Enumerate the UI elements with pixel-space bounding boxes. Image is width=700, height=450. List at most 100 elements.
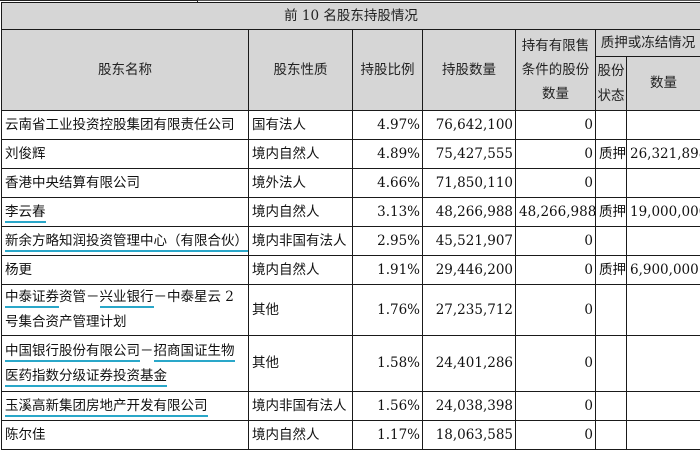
table-row: 陈尔佳 境内自然人 1.17% 18,063,585 0	[2, 421, 700, 450]
restricted-shares: 0	[516, 285, 596, 336]
shareholder-nature: 境内自然人	[249, 140, 353, 169]
shareholder-nature: 境外法人	[249, 169, 353, 198]
header-pledge-amount: 数量	[627, 57, 700, 111]
pledge-amount: 26,321,898	[627, 140, 700, 169]
shareholder-name: 陈尔佳	[2, 421, 249, 450]
share-count: 29,446,200	[423, 256, 516, 285]
share-status: 质押	[596, 256, 627, 285]
top-border-left	[0, 0, 197, 1]
share-count: 24,401,286	[423, 336, 516, 392]
pledge-amount	[627, 392, 700, 421]
shareholder-nature: 境内非国有法人	[249, 227, 353, 256]
shareholder-name-text: －	[140, 343, 154, 359]
share-status: 质押	[596, 198, 627, 227]
shareholder-name-link[interactable]: 玉溪高新集团房地产开发有限公司	[5, 398, 208, 417]
holding-ratio: 2.95%	[353, 227, 423, 256]
share-status	[596, 169, 627, 198]
shareholder-name-cell: 李云春	[2, 198, 249, 227]
table-row: 云南省工业投资控股集团有限责任公司 国有法人 4.97% 76,642,100 …	[2, 111, 700, 140]
shareholder-name-link[interactable]: 中泰证券	[5, 289, 59, 308]
table-title: 前 10 名股东持股情况	[2, 3, 700, 30]
table-row: 香港中央结算有限公司 境外法人 4.66% 71,850,110 0	[2, 169, 700, 198]
holding-ratio: 1.76%	[353, 285, 423, 336]
table-row: 中泰证券资管－兴业银行－中泰星云 2 号集合资产管理计划 其他 1.76% 27…	[2, 285, 700, 336]
header-pledge-or-freeze: 质押或冻结情况	[596, 30, 700, 57]
table-row: 中国银行股份有限公司－招商国证生物医药指数分级证券投资基金 其他 1.58% 2…	[2, 336, 700, 392]
shareholder-name: 香港中央结算有限公司	[2, 169, 249, 198]
holding-ratio: 4.66%	[353, 169, 423, 198]
table-row: 刘俊辉 境内自然人 4.89% 75,427,555 0 质押 26,321,8…	[2, 140, 700, 169]
pledge-amount: 19,000,000	[627, 198, 700, 227]
shareholder-nature: 境内非国有法人	[249, 392, 353, 421]
share-count: 76,642,100	[423, 111, 516, 140]
pledge-amount	[627, 285, 700, 336]
share-count: 27,235,712	[423, 285, 516, 336]
share-status	[596, 392, 627, 421]
share-status: 质押	[596, 140, 627, 169]
restricted-shares: 0	[516, 421, 596, 450]
shareholder-name-link[interactable]: 兴业银行	[100, 289, 154, 308]
share-status	[596, 421, 627, 450]
header-share-status: 股份状态	[596, 57, 627, 111]
table-row: 玉溪高新集团房地产开发有限公司 境内非国有法人 1.56% 24,038,398…	[2, 392, 700, 421]
share-status	[596, 227, 627, 256]
shareholder-name-text: 资管－	[59, 289, 100, 305]
restricted-shares: 0	[516, 392, 596, 421]
header-shareholder-name: 股东名称	[2, 30, 249, 111]
top-border-right	[198, 0, 700, 1]
pledge-amount	[627, 111, 700, 140]
share-count: 75,427,555	[423, 140, 516, 169]
share-count: 24,038,398	[423, 392, 516, 421]
holding-ratio: 1.91%	[353, 256, 423, 285]
shareholder-nature: 其他	[249, 285, 353, 336]
shareholder-name-cell: 中国银行股份有限公司－招商国证生物医药指数分级证券投资基金	[2, 336, 249, 392]
holding-ratio: 1.58%	[353, 336, 423, 392]
shareholder-nature: 境内自然人	[249, 421, 353, 450]
shareholder-nature: 国有法人	[249, 111, 353, 140]
holding-ratio: 3.13%	[353, 198, 423, 227]
header-share-count: 持股数量	[423, 30, 516, 111]
restricted-shares: 0	[516, 256, 596, 285]
pledge-amount	[627, 227, 700, 256]
pledge-amount: 6,900,000	[627, 256, 700, 285]
shareholder-name: 刘俊辉	[2, 140, 249, 169]
header-holding-ratio: 持股比例	[353, 30, 423, 111]
share-status	[596, 336, 627, 392]
holding-ratio: 4.89%	[353, 140, 423, 169]
restricted-shares: 0	[516, 336, 596, 392]
table-row: 新余方略知润投资管理中心（有限合伙） 境内非国有法人 2.95% 45,521,…	[2, 227, 700, 256]
share-status	[596, 285, 627, 336]
restricted-shares: 0	[516, 111, 596, 140]
header-shareholder-nature: 股东性质	[249, 30, 353, 111]
table-row: 李云春 境内自然人 3.13% 48,266,988 48,266,988 质押…	[2, 198, 700, 227]
shareholder-name-link[interactable]: 中国银行股份有限公司	[5, 343, 140, 362]
shareholder-nature: 其他	[249, 336, 353, 392]
restricted-shares: 0	[516, 227, 596, 256]
table-row: 杨更 境内自然人 1.91% 29,446,200 0 质押 6,900,000	[2, 256, 700, 285]
shareholder-name-link[interactable]: 李云春	[5, 204, 46, 223]
holding-ratio: 1.17%	[353, 421, 423, 450]
pledge-amount	[627, 169, 700, 198]
share-count: 48,266,988	[423, 198, 516, 227]
holding-ratio: 1.56%	[353, 392, 423, 421]
share-status	[596, 111, 627, 140]
restricted-shares: 0	[516, 140, 596, 169]
shareholder-name-link[interactable]: 新余方略知润投资管理中心（有限合伙）	[5, 233, 248, 252]
restricted-shares: 48,266,988	[516, 198, 596, 227]
shareholder-name: 杨更	[2, 256, 249, 285]
pledge-amount	[627, 421, 700, 450]
shareholder-nature: 境内自然人	[249, 198, 353, 227]
shareholder-name-cell: 新余方略知润投资管理中心（有限合伙）	[2, 227, 249, 256]
restricted-shares: 0	[516, 169, 596, 198]
shareholder-name: 云南省工业投资控股集团有限责任公司	[2, 111, 249, 140]
pledge-amount	[627, 336, 700, 392]
holding-ratio: 4.97%	[353, 111, 423, 140]
shareholder-nature: 境内自然人	[249, 256, 353, 285]
header-restricted-shares: 持有有限售条件的股份数量	[516, 30, 596, 111]
shareholder-name-cell: 玉溪高新集团房地产开发有限公司	[2, 392, 249, 421]
share-count: 45,521,907	[423, 227, 516, 256]
share-count: 18,063,585	[423, 421, 516, 450]
shareholder-name-cell: 中泰证券资管－兴业银行－中泰星云 2 号集合资产管理计划	[2, 285, 249, 336]
